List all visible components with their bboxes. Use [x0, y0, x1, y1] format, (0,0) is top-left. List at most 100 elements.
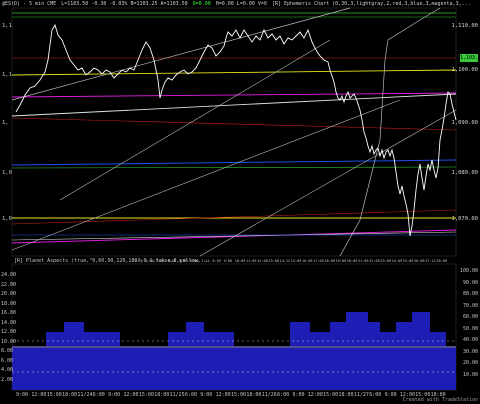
- lower-left-axis-label: 2.00: [1, 376, 14, 383]
- strip-label: 28:09: [436, 259, 447, 263]
- strip-label: 11:09: [246, 259, 257, 263]
- time-axis-label: 12:00: [215, 392, 231, 398]
- left-axis-label: 1,0: [2, 170, 12, 176]
- strip-label: 23:09: [380, 259, 391, 263]
- ephemeris-line: [339, 7, 441, 257]
- extra-label: H=0.00 L=0.00 V=0: [215, 1, 267, 7]
- strip-label: 1:09: [134, 259, 142, 263]
- strip-label: 19:09: [336, 259, 347, 263]
- strip-label: 16:09: [302, 259, 313, 263]
- quote-label: L=1103.50 -0.30 -0.03% B=1103.25 A=1103.…: [61, 1, 188, 7]
- blue-level-line: [11, 159, 457, 166]
- lower-right-axis-label: 90.00: [462, 279, 478, 286]
- strip-label: 7:12: [201, 259, 209, 263]
- time-axis-label: 18:00: [154, 392, 170, 398]
- lower-left-axis-label: 6.00: [1, 357, 14, 364]
- strip-label: 14:12: [280, 259, 291, 263]
- price-axis-label: 1,090.00: [451, 120, 479, 126]
- time-axis-label: 18:00: [430, 392, 446, 398]
- price-axis-label: 1,080.00: [451, 170, 479, 176]
- red-level-line: [11, 209, 457, 225]
- lower-right-axis-label: 40.00: [462, 337, 478, 343]
- ephemeris-line: [199, 109, 457, 257]
- histogram-area: [12, 312, 456, 390]
- lower-left-axis-label: 24.00: [1, 272, 17, 278]
- strip-label: 8:09: [212, 259, 220, 263]
- strip-label: 18:09: [324, 259, 335, 263]
- time-axis-label: 15:00: [323, 392, 339, 398]
- lower-right-axis-label: 10.00: [462, 371, 478, 378]
- aspect-strip: 1:09 2:09 3:06 4:09 5:09 6:00 7:12 8:09 9:00 10:0…: [134, 259, 447, 263]
- lower-left-axis-label: 4.00: [1, 367, 14, 373]
- left-axis-label: 1,1: [2, 23, 12, 29]
- strip-label: 3:06: [156, 259, 164, 263]
- time-axis-label: 6:00: [184, 392, 197, 398]
- time-axis-label: 12:00: [123, 392, 139, 398]
- white-trend-line: [11, 93, 457, 117]
- time-axis-label: 15:00: [46, 392, 62, 398]
- time-axis-label: 12:00: [399, 392, 415, 398]
- strip-label: 2:09: [145, 259, 153, 263]
- left-axis-label: 1,0: [2, 216, 12, 222]
- aspect-histogram: [12, 312, 456, 390]
- lower-study-title: [R] Planet Aspects (true,"0,60,90,120,18…: [14, 258, 210, 264]
- time-axis-label: 15:00: [415, 392, 431, 398]
- strip-label: 25:09: [403, 259, 414, 263]
- red-level-line: [11, 117, 457, 131]
- time-axis-label: 11/27: [353, 392, 369, 398]
- lower-left-axis-label: 16.00: [1, 310, 17, 316]
- yellow-level-line: [11, 69, 457, 76]
- left-axis-label: 1,: [2, 120, 9, 126]
- lower-left-axis-label: 18.00: [1, 300, 17, 307]
- time-axis-label: 6:00: [369, 392, 382, 398]
- strip-label: 5:09: [179, 259, 187, 263]
- time-axis-label: 18:00: [62, 392, 78, 398]
- time-axis-label: 11/24: [77, 392, 93, 398]
- time-axis-label: 6:00: [92, 392, 105, 398]
- time-axis-label: 11/26: [261, 392, 277, 398]
- strip-label: 17:09: [313, 259, 324, 263]
- strip-label: 6:00: [190, 259, 198, 263]
- time-axis-label: 9:00: [200, 392, 213, 398]
- time-axis-label: 12:00: [31, 392, 47, 398]
- time-axis-label: 18:00: [338, 392, 354, 398]
- green-level-line: [11, 166, 457, 169]
- time-axis-label: 9:00: [108, 392, 121, 398]
- open-label: O=0.00: [192, 1, 211, 7]
- study-label: [R] Ephemeris Chart (0,30,3,lightgray,2,…: [271, 1, 471, 7]
- chart-header: @ES(D) - 5 min CME L=1103.50 -0.30 -0.03…: [2, 1, 473, 7]
- ephemeris-line: [11, 7, 351, 101]
- strip-label: 15:09: [291, 259, 302, 263]
- strip-label: 24:09: [392, 259, 403, 263]
- footer-credit: Created with TradeStation: [402, 397, 478, 403]
- lower-right-axis-label: 70.00: [462, 302, 478, 309]
- strip-label: 4:09: [168, 259, 176, 263]
- strip-label: 26:09: [414, 259, 425, 263]
- strip-label: 20:09: [347, 259, 358, 263]
- time-axis-label: 15:00: [138, 392, 154, 398]
- price-series: [15, 23, 457, 237]
- strip-label: 10:09: [235, 259, 246, 263]
- price-axis-label: 1,100.00: [451, 67, 479, 73]
- strip-label: 22:09: [369, 259, 380, 263]
- strip-label: 12:00: [257, 259, 268, 263]
- white-level-line: [11, 231, 457, 241]
- price-axis-label: 1,070.00: [451, 216, 479, 222]
- ephemeris-line: [11, 99, 401, 251]
- strip-label: 13:00: [268, 259, 279, 263]
- lower-right-axis-label: 20.00: [462, 360, 478, 366]
- price-axis-label: 1,110.00: [451, 23, 479, 29]
- lower-right-axis-label: 80.00: [462, 291, 478, 297]
- time-axis-label: 11/25: [169, 392, 185, 398]
- symbol-label: @ES(D) - 5 min CME: [2, 1, 57, 7]
- magenta-level-line: [11, 92, 457, 98]
- strip-label: 21:09: [358, 259, 369, 263]
- lower-left-axis-label: 22.00: [1, 281, 17, 288]
- lower-left-axis-label: 10.00: [1, 338, 17, 345]
- lower-left-axis-label: 14.00: [1, 319, 17, 326]
- current-price-box: 1,103.50: [460, 54, 480, 62]
- strip-label: 27:12: [425, 259, 436, 263]
- lower-left-axis-label: 20.00: [1, 291, 17, 297]
